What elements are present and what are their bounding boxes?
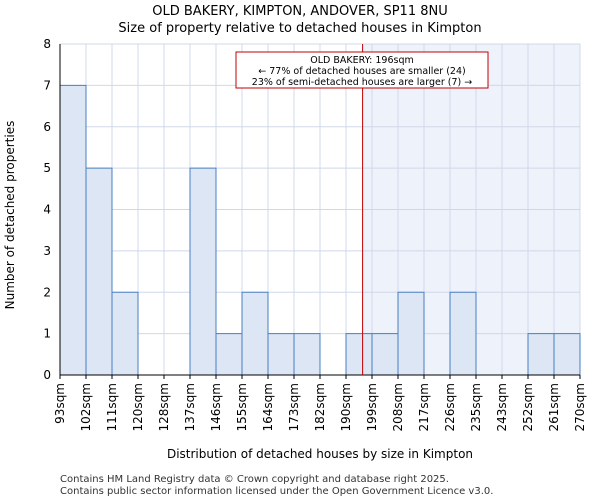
x-tick-label: 208sqm xyxy=(391,383,405,431)
histogram-bar xyxy=(111,291,139,376)
y-tick-label: 2 xyxy=(43,285,51,299)
histogram-bar xyxy=(397,291,425,376)
x-tick-label: 182sqm xyxy=(313,383,327,431)
annotation-text: 23% of semi-detached houses are larger (… xyxy=(252,77,472,88)
y-tick-label: 3 xyxy=(43,244,51,258)
y-tick-label: 5 xyxy=(43,161,51,175)
y-tick-label: 6 xyxy=(43,120,51,134)
y-tick-label: 0 xyxy=(43,368,51,382)
chart-subtitle: Size of property relative to detached ho… xyxy=(118,21,482,36)
x-tick-label: 137sqm xyxy=(183,383,197,431)
x-tick-label: 102sqm xyxy=(79,383,93,431)
annotation-text: OLD BAKERY: 196sqm xyxy=(310,55,413,66)
x-tick-label: 199sqm xyxy=(365,383,379,431)
histogram-bar xyxy=(345,333,373,376)
annotation-text: ← 77% of detached houses are smaller (24… xyxy=(258,66,465,77)
x-tick-label: 270sqm xyxy=(573,383,587,431)
annotation-box xyxy=(235,51,489,89)
x-tick-label: 120sqm xyxy=(131,383,145,431)
x-tick-label: 261sqm xyxy=(547,383,561,431)
x-tick-label: 235sqm xyxy=(469,383,483,431)
x-tick-label: 128sqm xyxy=(157,383,171,431)
histogram-bar xyxy=(371,333,399,376)
footer-attribution-2: Contains public sector information licen… xyxy=(60,486,494,497)
x-tick-label: 93sqm xyxy=(53,383,67,424)
x-tick-label: 252sqm xyxy=(521,383,535,431)
x-axis-label: Distribution of detached houses by size … xyxy=(167,447,473,461)
histogram-bar xyxy=(85,167,113,376)
histogram-bar xyxy=(215,333,243,376)
x-tick-label: 164sqm xyxy=(261,383,275,431)
y-tick-label: 1 xyxy=(43,327,51,341)
x-tick-label: 243sqm xyxy=(495,383,509,431)
chart-title: OLD BAKERY, KIMPTON, ANDOVER, SP11 8NU xyxy=(152,4,448,19)
y-axis-label: Number of detached properties xyxy=(3,121,17,310)
x-tick-label: 190sqm xyxy=(339,383,353,431)
histogram-bar xyxy=(293,333,321,376)
histogram-bar xyxy=(241,291,269,376)
histogram-bar xyxy=(449,291,477,376)
x-tick-label: 111sqm xyxy=(105,383,119,431)
x-tick-label: 226sqm xyxy=(443,383,457,431)
y-tick-label: 4 xyxy=(43,203,51,217)
histogram-bar xyxy=(527,333,555,376)
x-tick-label: 217sqm xyxy=(417,383,431,431)
x-tick-label: 155sqm xyxy=(235,383,249,431)
x-tick-label: 146sqm xyxy=(209,383,223,431)
histogram-chart: 0 1 2 3 4 5 6 7 8 93sqm 102sqm 111sqm 120sqm 128sqm 13… xyxy=(3,37,587,461)
x-tick-label: 173sqm xyxy=(287,383,301,431)
histogram-bar xyxy=(553,333,581,376)
histogram-bar xyxy=(267,333,295,376)
y-tick-label: 8 xyxy=(43,37,51,51)
histogram-bar xyxy=(59,84,87,376)
y-tick-label: 7 xyxy=(43,78,51,92)
histogram-bar xyxy=(189,167,217,376)
footer-attribution-1: Contains HM Land Registry data © Crown c… xyxy=(60,474,449,485)
